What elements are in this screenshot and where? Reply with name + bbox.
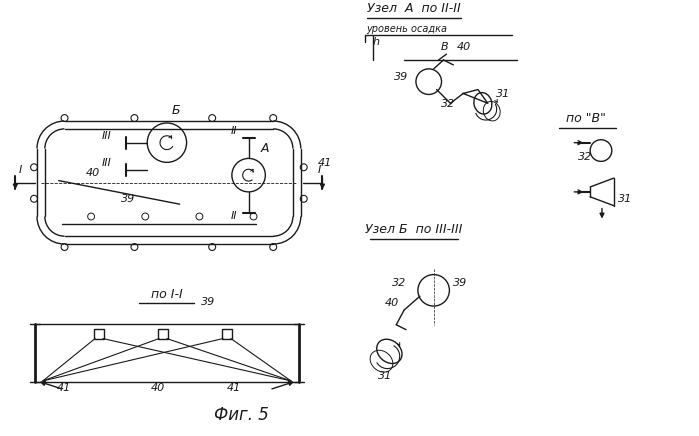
Text: 31: 31	[618, 194, 632, 204]
Text: уровень осадка: уровень осадка	[367, 24, 448, 34]
Bar	[158, 329, 168, 338]
Text: 41: 41	[317, 158, 332, 168]
Text: 39: 39	[454, 278, 468, 288]
Text: 32: 32	[578, 152, 593, 162]
Bar	[222, 329, 232, 338]
Text: Узел  А  по II-II: Узел А по II-II	[367, 2, 461, 15]
Text: 32: 32	[440, 99, 455, 109]
Text: III: III	[102, 158, 112, 168]
Text: 39: 39	[121, 194, 135, 204]
Text: 41: 41	[227, 383, 241, 393]
Text: 41: 41	[57, 383, 71, 393]
Text: А: А	[261, 143, 269, 156]
Text: 40: 40	[456, 42, 470, 52]
Text: 32: 32	[392, 278, 407, 288]
Text: II: II	[231, 211, 238, 221]
Text: 40: 40	[151, 383, 166, 393]
Text: 31: 31	[377, 371, 392, 381]
Bar	[94, 329, 104, 338]
Text: I: I	[317, 165, 321, 175]
Text: Б: Б	[172, 104, 180, 117]
Text: Узел Б  по III-III: Узел Б по III-III	[366, 223, 463, 236]
Text: В: В	[440, 42, 448, 52]
Text: h: h	[373, 37, 380, 47]
Text: 40: 40	[86, 167, 101, 177]
Text: Фиг. 5: Фиг. 5	[215, 406, 269, 424]
Text: II: II	[231, 126, 238, 136]
Text: I: I	[18, 165, 22, 175]
Text: 31: 31	[496, 89, 510, 99]
Text: III: III	[102, 131, 112, 141]
Text: 39: 39	[394, 72, 408, 82]
Text: по I-I: по I-I	[151, 288, 182, 301]
Text: 39: 39	[201, 297, 215, 307]
Text: 40: 40	[384, 298, 398, 308]
Text: по "В": по "В"	[566, 112, 606, 125]
